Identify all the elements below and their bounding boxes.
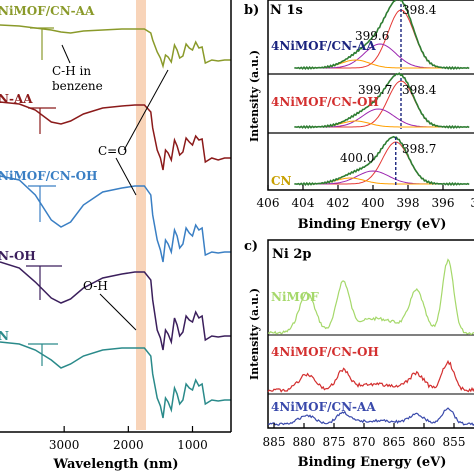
a-tick-label: 1000 xyxy=(177,438,208,452)
b-envelope xyxy=(294,0,470,71)
b-ticks-group: 406 404 402 400 398 396 39 xyxy=(257,185,474,210)
b-tick-label: 398 xyxy=(397,196,420,210)
a-tick-label: 2000 xyxy=(113,438,144,452)
c-panel-label: c) xyxy=(244,239,258,254)
a-series-line-4 xyxy=(0,341,231,419)
a-annotation-ch-line2: benzene xyxy=(52,79,103,93)
a-series-line-3 xyxy=(0,261,231,351)
c-title: Ni 2p xyxy=(272,247,311,262)
b-name-oh: 4NiMOF/CN-OH xyxy=(271,95,379,109)
a-series-line-2 xyxy=(0,175,231,263)
b-tick-label: 406 xyxy=(257,196,280,210)
a-label-cn-aa: N-AA xyxy=(0,92,33,106)
c-tick-label: 885 xyxy=(263,435,286,449)
c-tick-label: 880 xyxy=(293,435,316,449)
c-xlabel: Binding Energy (eV) xyxy=(298,455,447,470)
a-annotation-ch-arrow xyxy=(61,44,71,64)
a-band-markers xyxy=(26,27,62,366)
b-peak-oh-1: 399.7 xyxy=(358,83,392,97)
c-name-nimof: NiMOF xyxy=(271,290,319,304)
b-name-aa: 4NiMOF/CN-AA xyxy=(271,39,376,53)
a-label-cn-oh: N-OH xyxy=(0,249,36,263)
b-xlabel: Binding Energy (eV) xyxy=(298,217,447,232)
a-ticks-group: 3000 2000 1000 xyxy=(49,426,208,452)
a-annotation-co-arrow2 xyxy=(123,69,169,151)
c-ylabel: Intensity (a.u.) xyxy=(248,288,261,380)
b-peak-cn-2: 398.7 xyxy=(402,142,436,156)
c-tick-label: 860 xyxy=(413,435,436,449)
c-o-highlight-band xyxy=(136,0,146,430)
c-tick-label: 855 xyxy=(443,435,466,449)
a-series-line-0 xyxy=(0,24,231,69)
c-name-oh: 4NiMOF/CN-OH xyxy=(271,345,379,359)
a-tick-label: 3000 xyxy=(49,438,80,452)
b-tick-label: 396 xyxy=(432,196,455,210)
b-peak-aa-2: 398.4 xyxy=(402,3,437,17)
b-envelope xyxy=(294,135,470,187)
c-name-aa: 4NiMOF/CN-AA xyxy=(271,400,376,414)
panel-b: b) N 1s Intensity (a.u.) 406 404 402 400 398… xyxy=(244,0,474,232)
c-spectrum-line xyxy=(267,359,474,393)
a-annotation-oh-arrow xyxy=(99,293,137,331)
panel-c: c) Ni 2p Intensity (a.u.) 885 880 875 870 86… xyxy=(244,239,474,470)
a-label-nimof-cn-aa: NiMOF/CN-AA xyxy=(0,4,95,18)
b-peak-aa-1: 399.6 xyxy=(355,29,389,43)
a-label-nimof-cn-oh: NiMOF/CN-OH xyxy=(0,169,97,183)
b-envelope xyxy=(294,72,470,130)
b-name-cn: CN xyxy=(271,174,292,188)
b-ylabel: Intensity (a.u.) xyxy=(248,50,261,142)
b-tick-label: 400 xyxy=(362,196,385,210)
c-spectrum-line xyxy=(267,258,474,336)
a-annotation-oh: O-H xyxy=(83,279,108,293)
b-tick-label: 39 xyxy=(470,196,474,210)
b-title: N 1s xyxy=(270,3,303,18)
b-tick-label: 404 xyxy=(292,196,315,210)
c-tick-label: 875 xyxy=(323,435,346,449)
a-annotation-ch-line1: C-H in xyxy=(52,64,91,78)
a-annotation-co-arrow xyxy=(115,157,137,196)
c-tick-label: 870 xyxy=(353,435,376,449)
b-panel-label: b) xyxy=(244,3,259,18)
c-plots-group xyxy=(267,258,474,427)
b-fit-peak xyxy=(303,108,459,128)
b-tick-label: 402 xyxy=(327,196,350,210)
b-peak-cn-1: 400.0 xyxy=(340,151,374,165)
b-plots-group xyxy=(294,0,470,187)
c-ticks-group: 885 880 875 870 865 860 855 xyxy=(263,423,466,449)
c-tick-label: 865 xyxy=(383,435,406,449)
b-peak-oh-2: 398.4 xyxy=(402,83,437,97)
panel-a: 3000 2000 1000 Wavelength (nm) NiMOF/CN-AA… xyxy=(0,0,232,472)
c-spectrum-line xyxy=(267,407,474,427)
a-series-line-1 xyxy=(0,101,231,171)
a-annotation-co: C=O xyxy=(98,144,127,158)
a-label-cn: N xyxy=(0,329,9,343)
c-frame xyxy=(267,239,474,429)
a-xlabel: Wavelength (nm) xyxy=(53,457,179,472)
a-series-group xyxy=(0,24,231,419)
